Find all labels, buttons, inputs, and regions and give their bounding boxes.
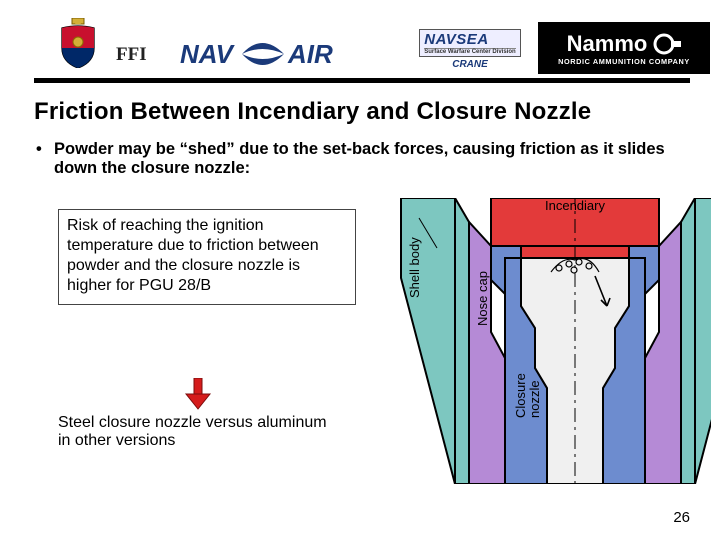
- navsea-sub: CRANE: [452, 59, 488, 70]
- nammo-sub: NORDIC AMMUNITION COMPANY: [558, 57, 690, 66]
- svg-text:Closure: Closure: [513, 373, 528, 418]
- divider: [34, 78, 690, 83]
- svg-text:AIR: AIR: [287, 39, 333, 69]
- cross-section-diagram: Incendiary Shell body Nose cap Closure n…: [395, 198, 711, 484]
- slide: FFI NAV AIR NAVSEA Surface Warfare Cente…: [0, 0, 720, 540]
- conclusion-text: Steel closure nozzle versus aluminum in …: [58, 414, 338, 450]
- label-incendiary: Incendiary: [545, 198, 605, 213]
- bullet-text: • Powder may be “shed” due to the set-ba…: [54, 140, 694, 178]
- svg-text:Shell body: Shell body: [407, 237, 422, 298]
- svg-text:Nose cap: Nose cap: [475, 271, 490, 326]
- navsea-sub2: Surface Warfare Center Division: [424, 48, 515, 55]
- nammo-logo: Nammo NORDIC AMMUNITION COMPANY: [538, 22, 710, 74]
- navair-logo: NAV AIR: [180, 36, 400, 72]
- bullet-content: Powder may be “shed” due to the set-back…: [54, 140, 665, 177]
- down-arrow-icon: [184, 378, 212, 410]
- crest-logo: [58, 18, 98, 68]
- label-nose-cap: Nose cap: [475, 271, 490, 326]
- risk-textbox: Risk of reaching the ignition temperatur…: [58, 209, 356, 305]
- slide-title: Friction Between Incendiary and Closure …: [34, 98, 714, 126]
- navsea-logo-text: NAVSEA: [424, 31, 515, 48]
- page-number: 26: [673, 509, 690, 526]
- nammo-logo-text: Nammo: [567, 31, 648, 57]
- navsea-logo: NAVSEA Surface Warfare Center Division C…: [406, 22, 534, 76]
- bullet-marker: •: [36, 140, 42, 159]
- svg-text:nozzle: nozzle: [527, 380, 542, 418]
- svg-text:NAV: NAV: [180, 39, 236, 69]
- header: FFI NAV AIR NAVSEA Surface Warfare Cente…: [0, 0, 720, 78]
- ffi-logo-text: FFI: [116, 44, 147, 66]
- ffi-logo: FFI: [116, 44, 147, 66]
- conclusion-block: Steel closure nozzle versus aluminum in …: [58, 378, 338, 450]
